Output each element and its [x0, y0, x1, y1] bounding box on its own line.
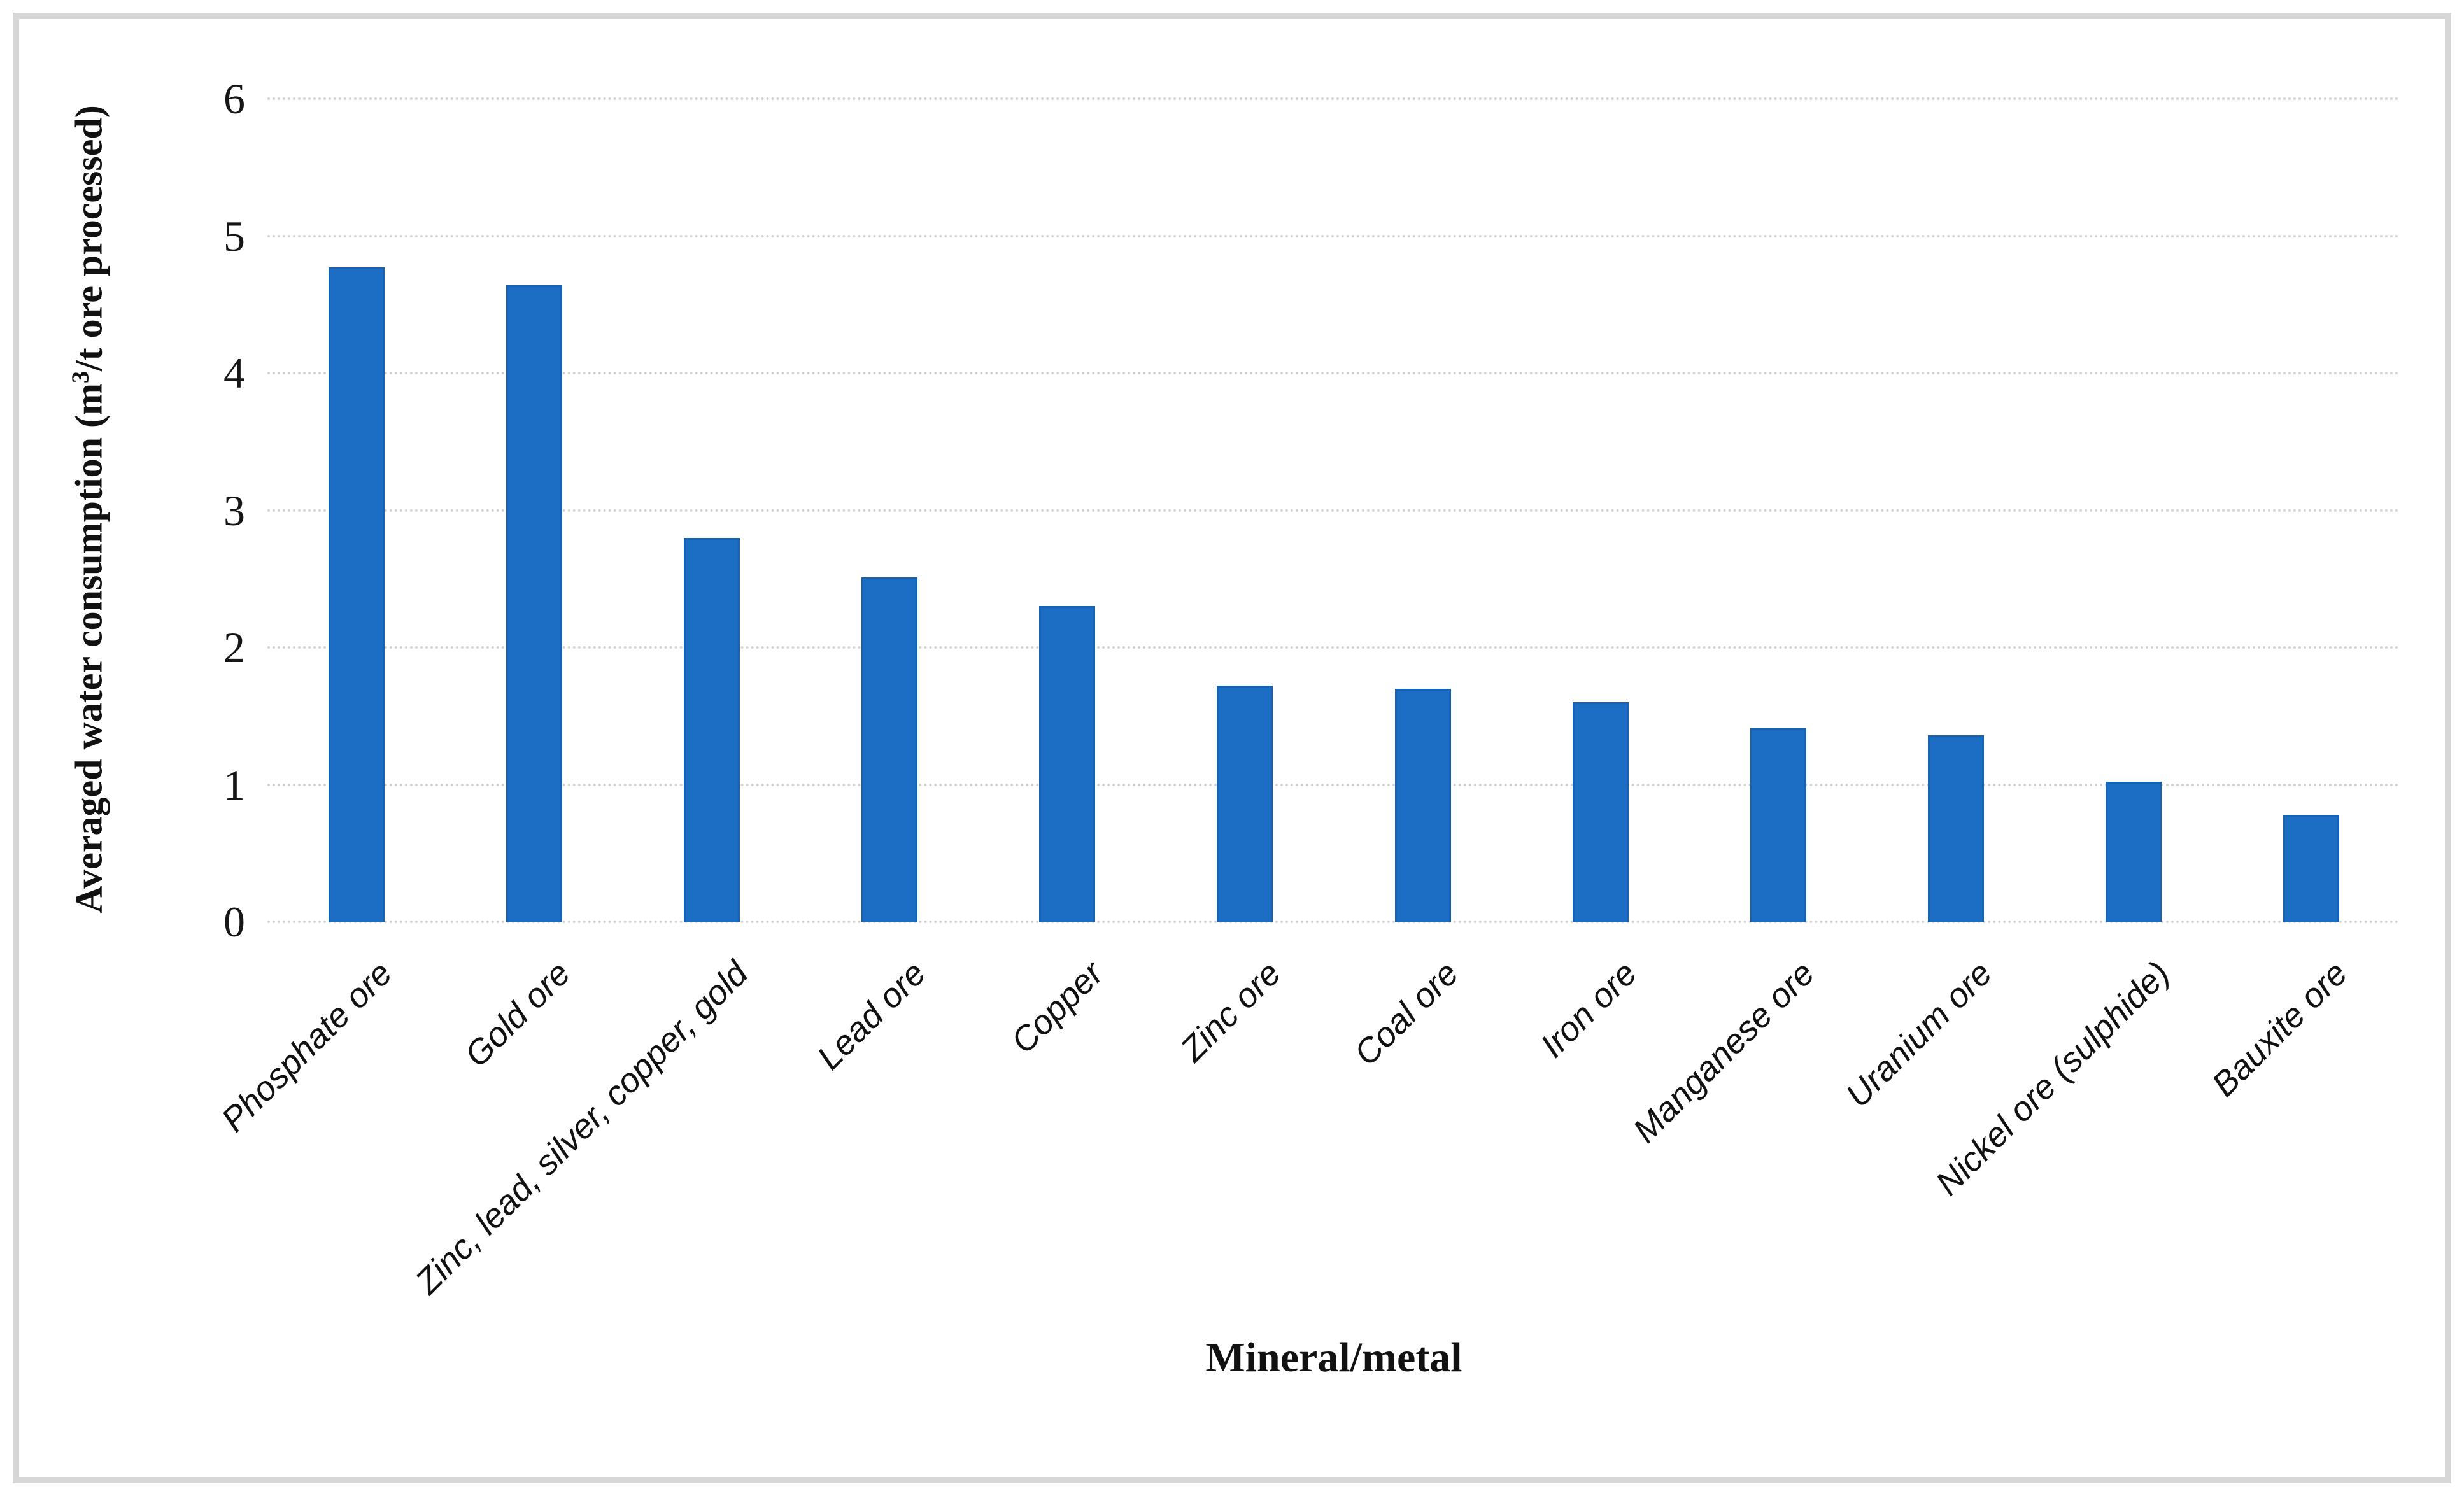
y-tick-label-2: 2: [223, 623, 245, 672]
gridline-y-0: [267, 921, 2400, 923]
gridline-y-5: [267, 234, 2400, 237]
bar-zinc-lead-silver-copper-gold: [683, 537, 740, 922]
y-tick-label-0: 0: [223, 898, 245, 946]
bar-nickel-ore-sulphide-: [2106, 782, 2162, 922]
bar-iron-ore: [1572, 702, 1629, 922]
gridline-y-2: [267, 646, 2400, 649]
bar-uranium-ore: [1928, 735, 1985, 922]
y-tick-label-4: 4: [223, 349, 245, 397]
plot-area: [267, 97, 2400, 923]
bar-manganese-ore: [1750, 728, 1806, 922]
bar-bauxite-ore: [2283, 814, 2340, 922]
bar-zinc-ore: [1217, 686, 1273, 922]
y-tick-label-1: 1: [223, 760, 245, 809]
gridline-y-6: [267, 97, 2400, 100]
gridline-y-1: [267, 783, 2400, 786]
bar-lead-ore: [861, 577, 918, 922]
gridline-y-3: [267, 509, 2400, 512]
gridline-y-4: [267, 372, 2400, 374]
bar-coal-ore: [1394, 688, 1451, 922]
y-tick-label-3: 3: [223, 486, 245, 535]
y-tick-label-5: 5: [223, 211, 245, 260]
bar-gold-ore: [506, 285, 562, 922]
x-axis-title: Mineral/metal: [1205, 1334, 1462, 1381]
bar-copper: [1039, 606, 1096, 922]
y-tick-label-6: 6: [223, 74, 245, 123]
bar-phosphate-ore: [328, 267, 385, 922]
